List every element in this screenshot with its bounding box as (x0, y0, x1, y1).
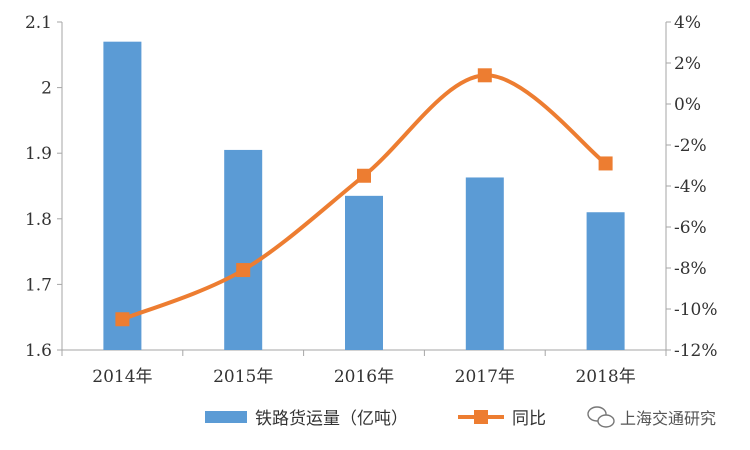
yoy-marker (598, 156, 613, 171)
watermark-text: 上海交通研究 (620, 409, 716, 428)
bar (103, 41, 142, 351)
right-tick-label: -6% (674, 218, 707, 238)
left-tick-label: 2 (41, 79, 52, 99)
right-tick-label: -4% (674, 177, 707, 197)
right-tick-label: -12% (674, 341, 718, 361)
right-tick-label: -2% (674, 136, 707, 156)
right-tick-label: -8% (674, 259, 707, 279)
bar (586, 212, 625, 350)
yoy-marker (477, 68, 492, 83)
left-tick-label: 1.6 (25, 341, 52, 361)
x-tick-label: 2015年 (213, 367, 273, 387)
right-tick-label: -10% (674, 300, 718, 320)
yoy-marker (236, 263, 251, 278)
yoy-marker (115, 312, 130, 327)
left-tick-label: 1.8 (25, 210, 52, 230)
left-tick-label: 2.1 (25, 13, 52, 33)
wechat-icon (587, 406, 615, 428)
right-tick-label: 4% (674, 13, 701, 33)
bar (345, 195, 383, 350)
x-tick-label: 2017年 (455, 367, 515, 387)
left-tick-label: 1.7 (25, 275, 52, 295)
right-tick-label: 2% (674, 54, 701, 74)
bar (224, 149, 263, 350)
legend-label-bar: 铁路货运量（亿吨） (255, 409, 408, 429)
x-tick-label: 2014年 (92, 367, 152, 387)
x-tick-label: 2016年 (334, 367, 394, 387)
yoy-marker (357, 168, 371, 183)
x-tick-label: 2018年 (575, 367, 635, 387)
legend-label-line: 同比 (512, 409, 546, 429)
legend-swatch-bar (205, 411, 247, 423)
legend-swatch-marker (474, 410, 488, 424)
right-tick-label: 0% (674, 95, 701, 115)
bar (465, 177, 504, 350)
left-tick-label: 1.9 (25, 144, 52, 164)
